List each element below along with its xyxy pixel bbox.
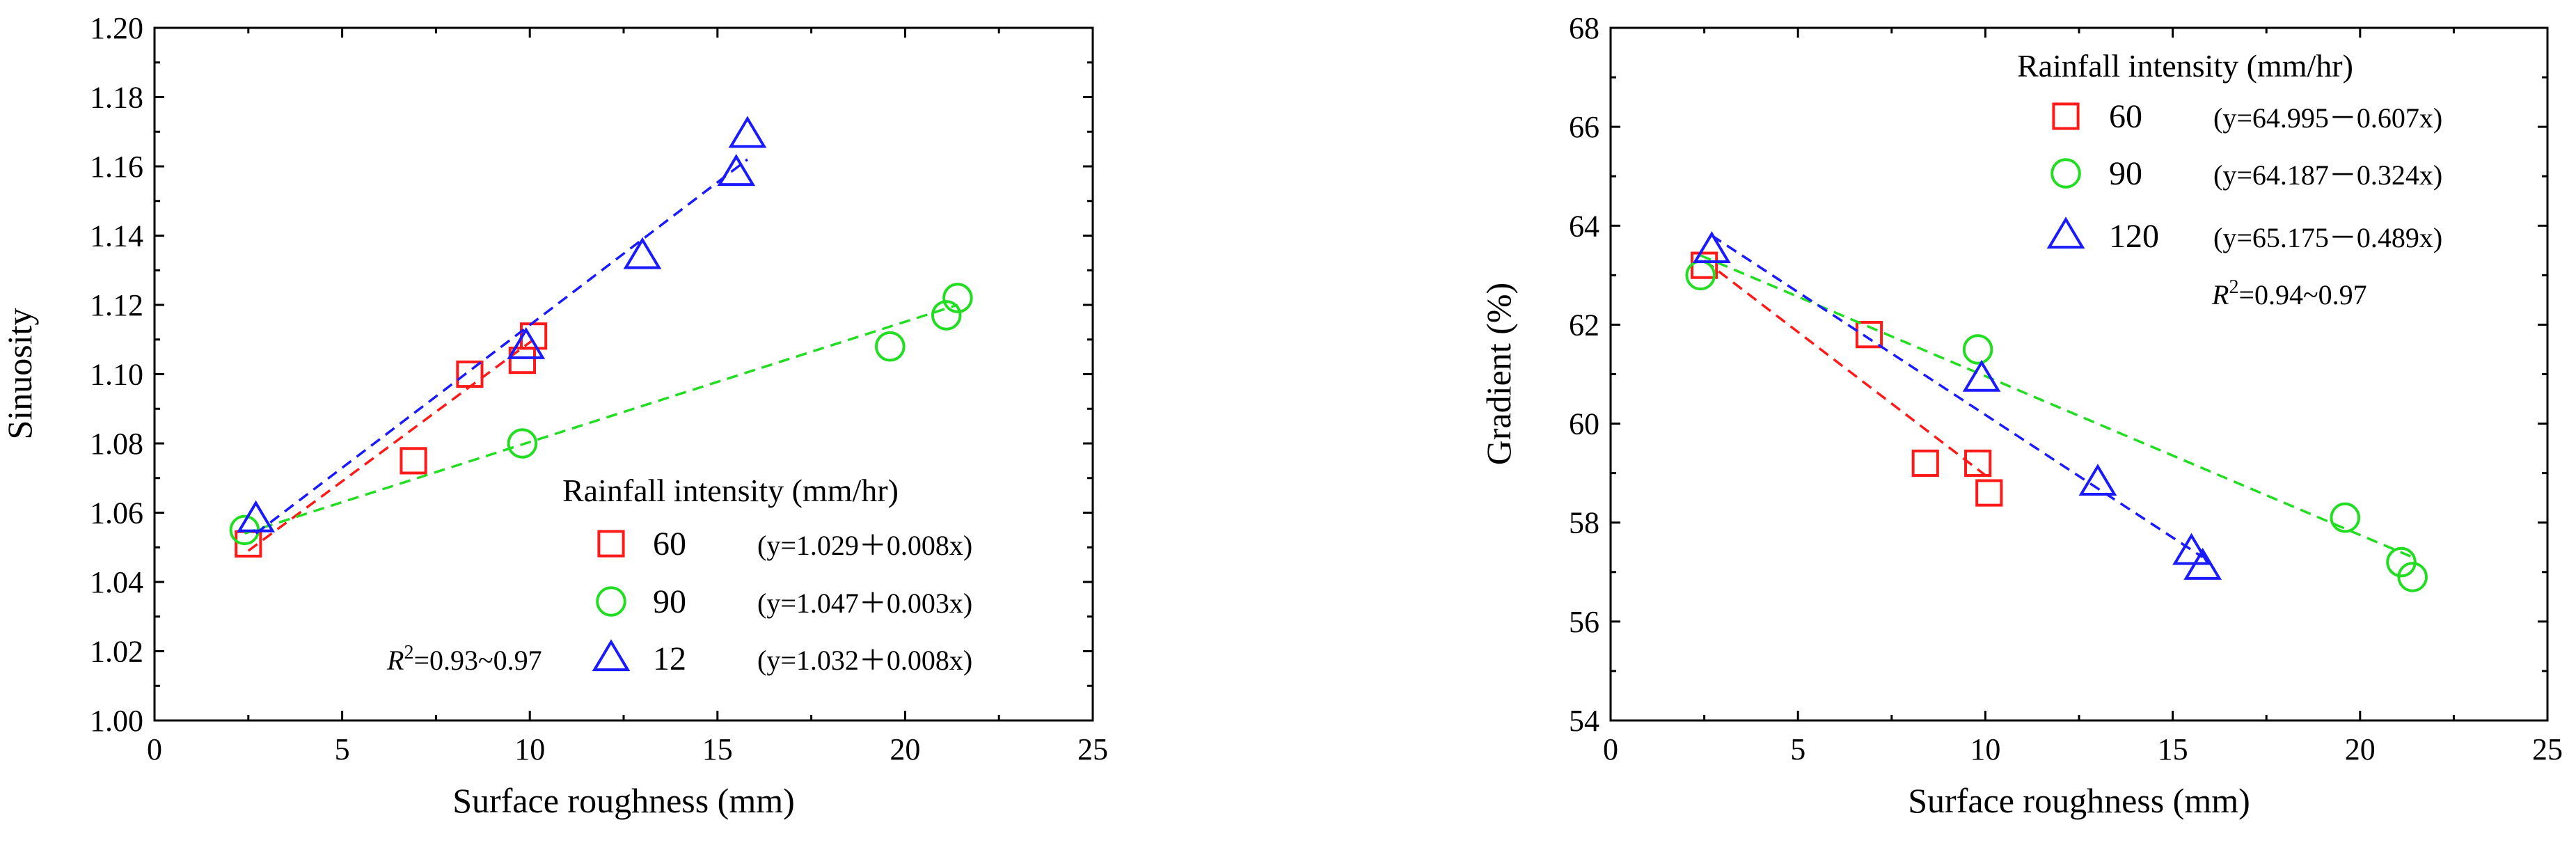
legend-title: Rainfall intensity (mm/hr) (2017, 48, 2353, 84)
y-tick-label: 1.18 (90, 81, 143, 115)
y-axis-title: Sinuosity (0, 308, 39, 440)
legend-marker-120 (2046, 216, 2085, 249)
data-point-120 (2183, 547, 2222, 580)
legend-label: 90 (2109, 155, 2142, 192)
data-point-120 (2078, 464, 2117, 496)
x-tick-label: 10 (1970, 732, 2000, 766)
data-point-12 (623, 237, 662, 269)
data-point-90 (875, 331, 906, 362)
legend-title: Rainfall intensity (mm/hr) (562, 473, 899, 508)
data-point-12 (717, 154, 756, 187)
legend-marker-12 (592, 639, 631, 672)
y-tick-label: 66 (1569, 110, 1599, 144)
x-axis-title: Surface roughness (mm) (452, 781, 795, 820)
y-tick-label: 56 (1569, 605, 1599, 639)
legend-marker-60 (597, 530, 625, 558)
x-tick-label: 25 (1077, 732, 1108, 766)
r2-annotation: R2=0.93~0.97 (386, 642, 542, 676)
y-tick-label: 60 (1569, 407, 1599, 441)
x-tick-label: 25 (2532, 732, 2563, 766)
x-tick-label: 15 (2158, 732, 2188, 766)
data-point-60 (1911, 449, 1939, 478)
legend-marker-90 (596, 586, 626, 617)
data-point-90 (507, 428, 538, 459)
y-tick-label: 54 (1569, 704, 1599, 738)
x-tick-label: 10 (514, 732, 545, 766)
x-tick-label: 20 (890, 732, 920, 766)
legend-label: 90 (653, 583, 686, 620)
y-tick-label: 62 (1569, 308, 1599, 342)
x-tick-label: 5 (335, 732, 350, 766)
legend-equation: (y=64.995－0.607x) (2213, 102, 2442, 134)
x-tick-label: 20 (2345, 732, 2376, 766)
data-point-60 (1964, 449, 1992, 478)
y-tick-label: 1.12 (90, 288, 143, 322)
x-tick-label: 0 (1603, 732, 1618, 766)
fit-line-12 (255, 158, 748, 535)
y-axis-title: Gradient (%) (1479, 283, 1518, 465)
legend-marker-60 (2052, 102, 2080, 130)
data-point-12 (728, 116, 767, 148)
legend-equation: (y=65.175－0.489x) (2213, 222, 2442, 253)
data-point-60 (456, 360, 484, 388)
r2-annotation: R2=0.94~0.97 (2211, 276, 2367, 310)
y-tick-label: 58 (1569, 506, 1599, 540)
data-point-90 (942, 283, 973, 313)
y-tick-label: 1.14 (90, 219, 143, 253)
legend-label: 12 (653, 640, 686, 677)
fit-line-60 (1703, 259, 1990, 480)
data-point-12 (237, 500, 275, 533)
x-tick-label: 5 (1790, 732, 1805, 766)
x-tick-label: 15 (702, 732, 733, 766)
x-tick-label: 0 (147, 732, 162, 766)
legend-label: 60 (653, 526, 686, 562)
legend-label: 60 (2109, 98, 2142, 135)
gradient-chart: 0 5 10 15 20 25 54 56 58 60 62 64 66 68 Surface roughn… (1479, 11, 2563, 820)
data-point-120 (1692, 231, 1731, 263)
y-tick-label: 1.16 (90, 150, 143, 184)
legend-equation: (y=1.032＋0.008x) (757, 645, 972, 676)
y-tick-label: 1.00 (90, 704, 143, 738)
data-point-12 (507, 326, 546, 359)
fit-line-90 (244, 304, 958, 535)
legend-label: 120 (2109, 218, 2159, 255)
data-point-60 (1975, 479, 2003, 507)
y-tick-label: 1.08 (90, 427, 143, 461)
legend-marker-90 (2050, 158, 2081, 189)
y-tick-label: 1.02 (90, 635, 143, 669)
y-tick-label: 1.10 (90, 358, 143, 392)
legend-equation: (y=1.047＋0.003x) (757, 588, 972, 619)
data-point-90 (2330, 502, 2361, 533)
fit-line-120 (1711, 235, 2204, 558)
y-tick-label: 1.20 (90, 11, 143, 45)
sinuosity-chart: 0 5 10 15 20 25 1.00 1.02 1.04 1.06 1.08 1.10 1.12 1.… (0, 11, 1108, 820)
x-axis-title: Surface roughness (mm) (1908, 781, 2250, 820)
data-point-90 (1962, 334, 1993, 365)
legend-equation: (y=64.187－0.324x) (2213, 159, 2442, 191)
data-point-90 (2397, 562, 2428, 592)
fit-line-60 (247, 338, 535, 552)
data-point-120 (2172, 533, 2211, 565)
data-point-60 (400, 447, 427, 475)
y-tick-label: 64 (1569, 209, 1599, 243)
y-tick-label: 68 (1569, 11, 1599, 45)
y-tick-label: 1.04 (90, 565, 143, 599)
y-tick-label: 1.06 (90, 496, 143, 530)
data-point-120 (1962, 359, 2001, 392)
data-point-60 (1855, 321, 1883, 349)
data-point-90 (931, 300, 962, 331)
legend-equation: (y=1.029＋0.008x) (757, 530, 972, 561)
